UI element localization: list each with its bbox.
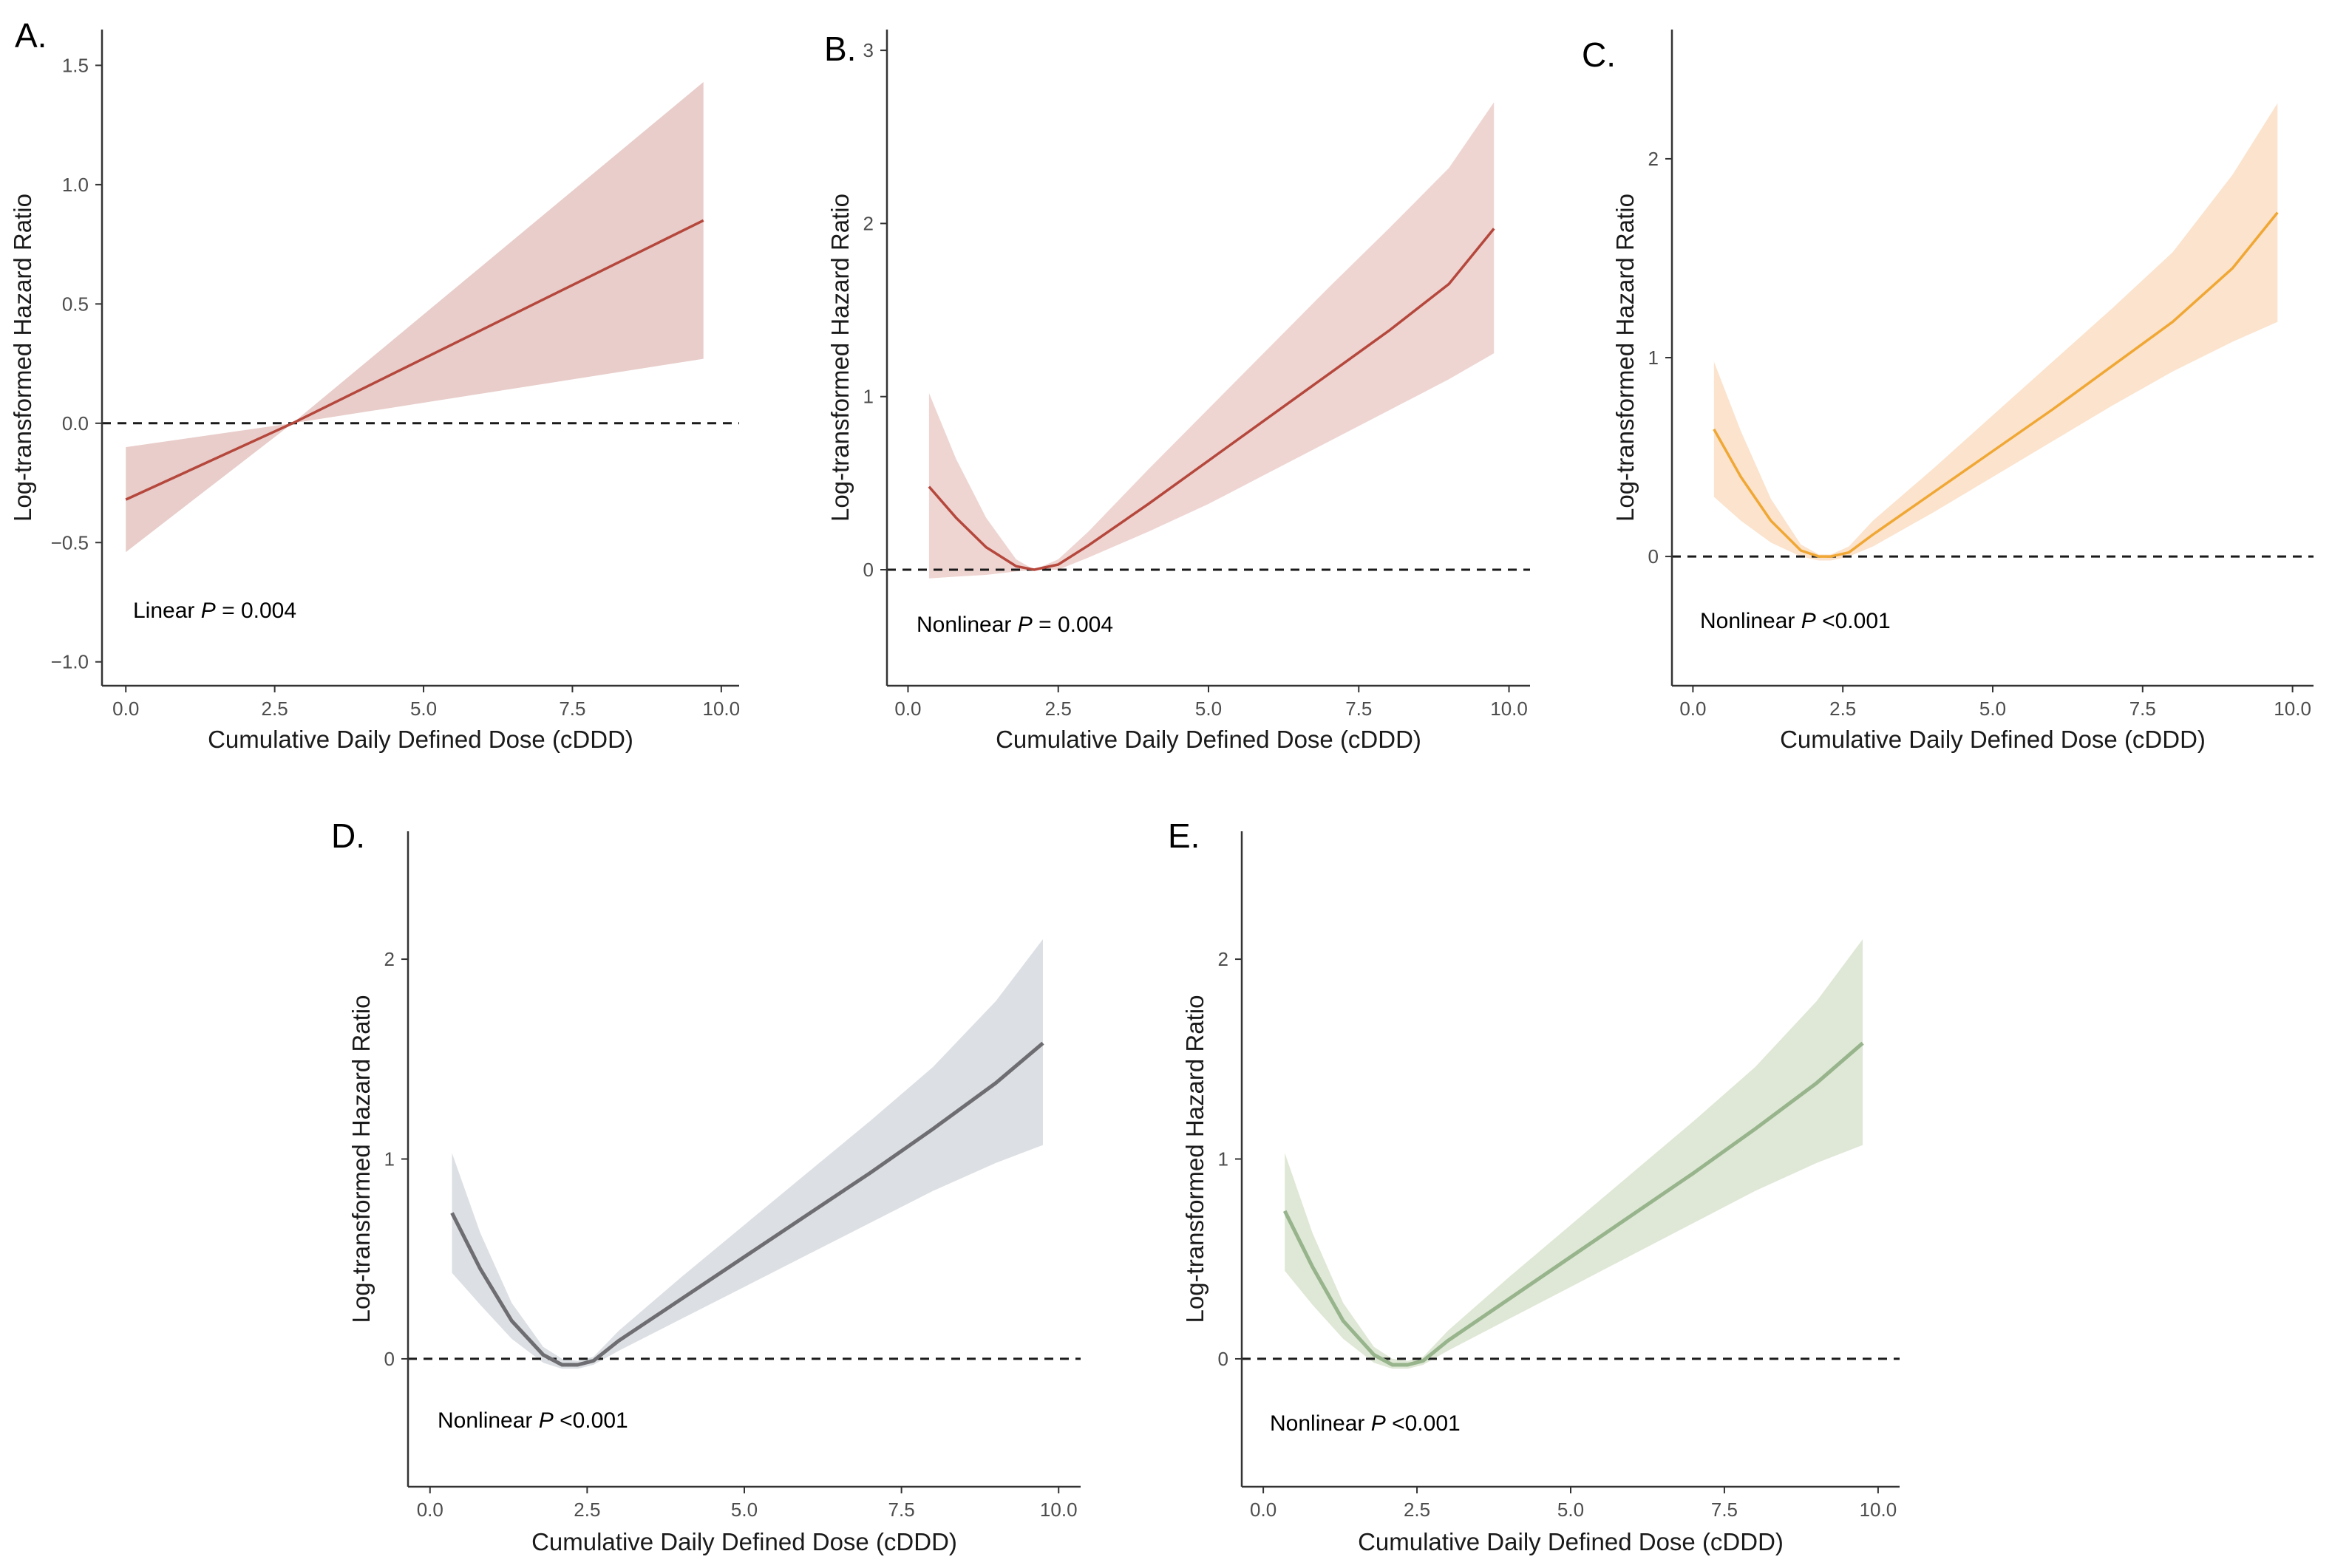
x-tick-label: 2.5 bbox=[1045, 698, 1072, 720]
panel-c: 0.0 2.5 5.0 7.5 10.0 0 1 2 Cumulative Daily Defi… bbox=[1582, 30, 2314, 753]
x-tick-label: 7.5 bbox=[1711, 1499, 1738, 1521]
panel-label: D. bbox=[331, 817, 365, 855]
x-tick-label: 0.0 bbox=[112, 698, 139, 720]
y-axis-title: Log-transformed Hazard Ratio bbox=[826, 194, 854, 522]
confidence-band bbox=[1285, 939, 1863, 1369]
p-value-symbol: P bbox=[201, 599, 216, 623]
x-tick-label: 0.0 bbox=[1679, 698, 1706, 720]
y-tick-label: 1.0 bbox=[62, 174, 89, 196]
x-tick-label: 5.0 bbox=[1979, 698, 2006, 720]
p-value-annotation: Nonlinear P = 0.004 bbox=[917, 613, 1113, 637]
estimate-line bbox=[1713, 211, 2279, 558]
p-value-annotation: Linear P = 0.004 bbox=[133, 599, 296, 623]
p-value-result: = 0.004 bbox=[1033, 613, 1113, 637]
panel-label: C. bbox=[1582, 35, 1616, 74]
x-tick-label: 2.5 bbox=[574, 1499, 600, 1521]
estimate-line bbox=[928, 228, 1495, 571]
y-tick-label: 2 bbox=[863, 212, 874, 234]
y-tick-label: 0.5 bbox=[62, 293, 89, 315]
y-tick-label: 3 bbox=[863, 39, 874, 61]
confidence-band bbox=[1713, 103, 2278, 561]
panel-a: 0.0 2.5 5.0 7.5 10.0 −1.0 −0.5 0.0 0.5 1.0 1.5 Cumu… bbox=[9, 16, 740, 753]
panel-e: 0.0 2.5 5.0 7.5 10.0 0 1 2 Cumulative Daily Defi… bbox=[1168, 817, 1900, 1555]
x-tick-label: 5.0 bbox=[1195, 698, 1222, 720]
panel-label: A. bbox=[15, 16, 47, 55]
x-tick-label: 10.0 bbox=[1490, 698, 1528, 720]
x-tick-label: 7.5 bbox=[1345, 698, 1372, 720]
p-value-annotation: Nonlinear P <0.001 bbox=[438, 1408, 628, 1433]
p-value-prefix: Nonlinear bbox=[1270, 1411, 1371, 1436]
x-axis-title: Cumulative Daily Defined Dose (cDDD) bbox=[996, 726, 1421, 753]
confidence-band bbox=[928, 102, 1495, 579]
p-value-symbol: P bbox=[1801, 609, 1816, 633]
p-value-result: <0.001 bbox=[1816, 609, 1891, 633]
y-tick-label: 2 bbox=[1218, 948, 1228, 970]
y-tick-label: 1 bbox=[384, 1148, 395, 1170]
p-value-prefix: Linear bbox=[133, 599, 201, 623]
p-value-result: <0.001 bbox=[554, 1408, 628, 1433]
p-value-prefix: Nonlinear bbox=[917, 613, 1018, 637]
y-tick-label: −1.0 bbox=[51, 651, 89, 673]
p-value-result: = 0.004 bbox=[216, 599, 296, 623]
panel-label: E. bbox=[1168, 817, 1200, 855]
y-tick-label: 0 bbox=[384, 1348, 395, 1370]
p-value-annotation: Nonlinear P <0.001 bbox=[1700, 609, 1891, 633]
p-value-symbol: P bbox=[1018, 613, 1033, 637]
x-tick-label: 10.0 bbox=[2274, 698, 2311, 720]
y-tick-label: 1 bbox=[1648, 347, 1659, 369]
y-axis-title: Log-transformed Hazard Ratio bbox=[1611, 194, 1639, 522]
x-tick-label: 0.0 bbox=[417, 1499, 443, 1521]
x-tick-label: 10.0 bbox=[1860, 1499, 1897, 1521]
confidence-band bbox=[126, 82, 704, 553]
y-axis-title: Log-transformed Hazard Ratio bbox=[347, 995, 375, 1323]
x-tick-label: 5.0 bbox=[1557, 1499, 1584, 1521]
x-tick-label: 10.0 bbox=[703, 698, 741, 720]
panel-label: B. bbox=[824, 30, 856, 68]
x-tick-label: 0.0 bbox=[894, 698, 921, 720]
x-tick-label: 5.0 bbox=[410, 698, 437, 720]
x-tick-label: 7.5 bbox=[559, 698, 585, 720]
x-axis-title: Cumulative Daily Defined Dose (cDDD) bbox=[531, 1528, 957, 1555]
x-tick-label: 2.5 bbox=[1404, 1499, 1430, 1521]
x-tick-label: 5.0 bbox=[731, 1499, 758, 1521]
x-tick-label: 0.0 bbox=[1250, 1499, 1277, 1521]
p-value-prefix: Nonlinear bbox=[1700, 609, 1801, 633]
x-tick-label: 7.5 bbox=[2129, 698, 2156, 720]
p-value-symbol: P bbox=[1371, 1411, 1386, 1436]
estimate-line bbox=[1282, 1041, 1864, 1367]
y-tick-label: 1 bbox=[1218, 1148, 1228, 1170]
p-value-symbol: P bbox=[539, 1408, 554, 1433]
y-tick-label: 0 bbox=[863, 559, 874, 581]
x-tick-label: 10.0 bbox=[1040, 1499, 1078, 1521]
y-axis-title: Log-transformed Hazard Ratio bbox=[9, 194, 36, 522]
p-value-prefix: Nonlinear bbox=[438, 1408, 539, 1433]
y-tick-label: 0 bbox=[1648, 545, 1659, 567]
p-value-result: <0.001 bbox=[1386, 1411, 1461, 1436]
y-tick-label: 0.0 bbox=[62, 412, 89, 434]
y-tick-label: 2 bbox=[1648, 148, 1659, 170]
y-axis-title: Log-transformed Hazard Ratio bbox=[1181, 995, 1209, 1323]
y-tick-label: 1.5 bbox=[62, 54, 89, 76]
confidence-band bbox=[452, 939, 1043, 1369]
panel-d: 0.0 2.5 5.0 7.5 10.0 0 1 2 Cumulative Daily Defi… bbox=[331, 817, 1081, 1555]
x-tick-label: 2.5 bbox=[262, 698, 288, 720]
y-tick-label: −0.5 bbox=[51, 531, 89, 553]
p-value-annotation: Nonlinear P <0.001 bbox=[1270, 1411, 1461, 1436]
x-axis-title: Cumulative Daily Defined Dose (cDDD) bbox=[1780, 726, 2206, 753]
estimate-line bbox=[450, 1041, 1044, 1367]
y-tick-label: 0 bbox=[1218, 1348, 1228, 1370]
x-axis-title: Cumulative Daily Defined Dose (cDDD) bbox=[1358, 1528, 1784, 1555]
x-tick-label: 2.5 bbox=[1829, 698, 1856, 720]
estimate-line bbox=[125, 219, 704, 501]
y-tick-label: 1 bbox=[863, 386, 874, 408]
y-tick-label: 2 bbox=[384, 948, 395, 970]
x-tick-label: 7.5 bbox=[888, 1499, 915, 1521]
panel-b: 0.0 2.5 5.0 7.5 10.0 0 1 2 3 Cumulative Daily Def… bbox=[824, 30, 1530, 753]
x-axis-title: Cumulative Daily Defined Dose (cDDD) bbox=[208, 726, 633, 753]
